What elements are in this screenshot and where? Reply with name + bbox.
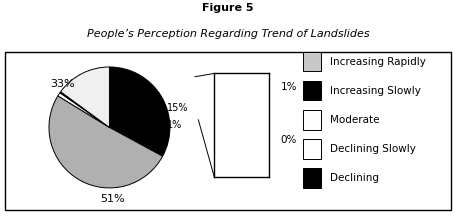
Bar (303, 139, 321, 159)
Bar (303, 168, 321, 188)
Text: 1%: 1% (280, 83, 296, 92)
Wedge shape (49, 96, 162, 188)
Wedge shape (109, 67, 170, 156)
Bar (303, 110, 321, 130)
Wedge shape (58, 93, 109, 127)
Text: Increasing Rapidly: Increasing Rapidly (329, 57, 425, 67)
Wedge shape (61, 67, 109, 127)
Text: Declining: Declining (329, 173, 378, 183)
Text: People’s Perception Regarding Trend of Landslides: People’s Perception Regarding Trend of L… (86, 29, 369, 39)
Text: Declining Slowly: Declining Slowly (329, 144, 415, 154)
Text: 0%: 0% (280, 135, 296, 145)
Bar (303, 81, 321, 100)
Bar (5, 52, 450, 210)
Text: Increasing Slowly: Increasing Slowly (329, 86, 420, 96)
Text: 33%: 33% (50, 79, 75, 89)
Text: 51%: 51% (100, 194, 125, 204)
Wedge shape (60, 92, 109, 127)
Text: 15%: 15% (167, 103, 188, 113)
Text: 1%: 1% (167, 120, 182, 130)
Text: Moderate: Moderate (329, 115, 379, 125)
Text: Figure 5: Figure 5 (202, 3, 253, 13)
Bar (303, 52, 321, 71)
